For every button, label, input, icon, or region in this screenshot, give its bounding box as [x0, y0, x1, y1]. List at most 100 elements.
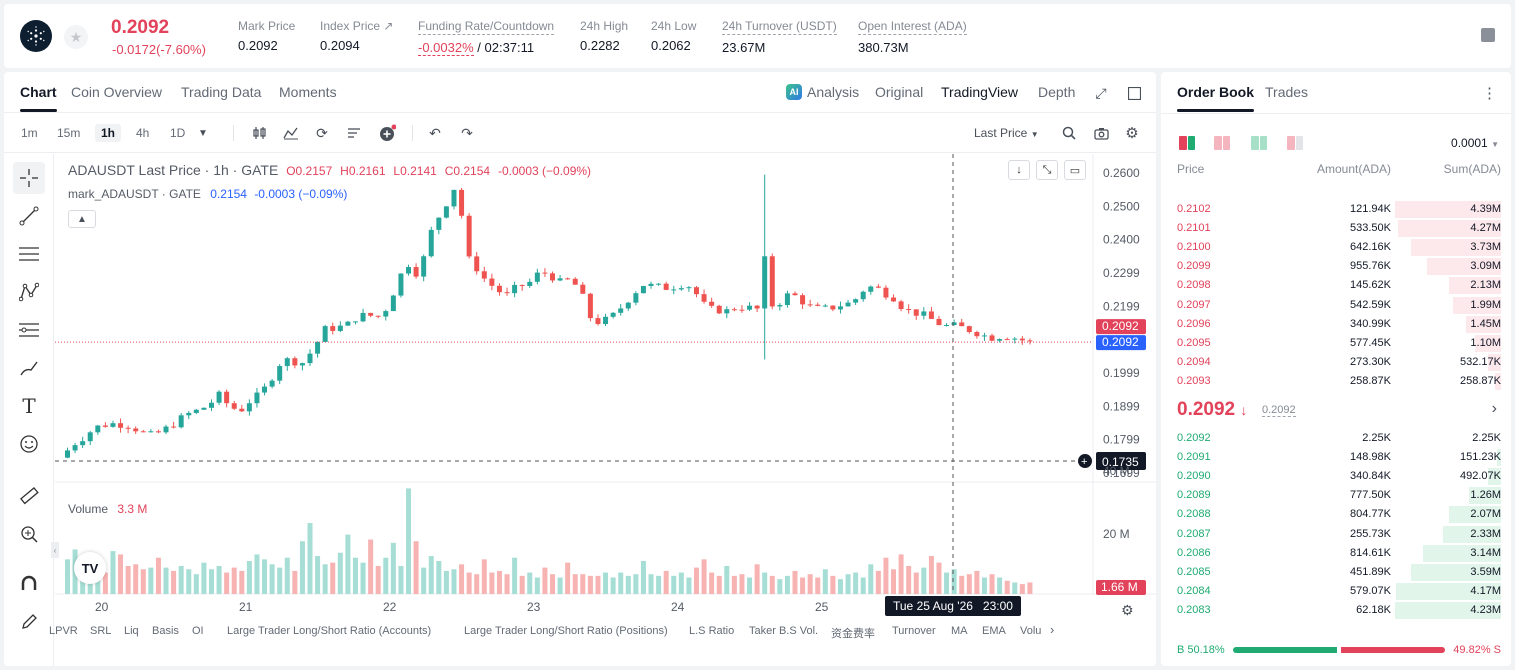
stat-funding-rate[interactable]: Funding Rate/Countdown -0.0032% / 02:37:… — [418, 19, 555, 56]
trend-line-tool-icon[interactable] — [13, 200, 45, 232]
view-analysis[interactable]: Analysis — [807, 84, 860, 100]
bid-row[interactable]: 0.2088 804.77K 2.07M — [1177, 505, 1501, 524]
forecast-tool-icon[interactable] — [13, 314, 45, 346]
price-axis-tick-label: 0.2600 — [1103, 166, 1140, 180]
fib-retracement-tool-icon[interactable] — [13, 238, 45, 270]
mid-chevron-right-icon[interactable]: › — [1491, 400, 1497, 417]
tab-trades[interactable]: Trades — [1265, 84, 1309, 100]
view-asks-only-icon[interactable] — [1287, 136, 1303, 150]
tab-coin-overview[interactable]: Coin Overview — [71, 84, 163, 100]
zoom-in-tool-icon[interactable] — [13, 518, 45, 550]
candle-body — [784, 293, 790, 306]
bid-row[interactable]: 0.2091 148.98K 151.23K — [1177, 448, 1501, 467]
ask-row[interactable]: 0.2098 145.62K 2.13M — [1177, 276, 1501, 295]
templates-icon[interactable] — [345, 124, 363, 142]
bid-row[interactable]: 0.2083 62.18K 4.23M — [1177, 601, 1501, 620]
more-options-icon[interactable]: ⋮ — [1482, 85, 1497, 102]
indicator-turnover[interactable]: Turnover — [892, 625, 936, 637]
indicator-oi[interactable]: OI — [192, 625, 204, 637]
bid-row[interactable]: 0.2085 451.89K 3.59M — [1177, 563, 1501, 582]
indicator-scroll-right-icon[interactable]: › — [1050, 622, 1055, 637]
bid-row[interactable]: 0.2086 814.61K 3.14M — [1177, 544, 1501, 563]
replay-icon[interactable]: ⟳ — [316, 124, 328, 141]
indicator-funding-rate[interactable]: 资金费率 — [831, 627, 875, 640]
tab-order-book[interactable]: Order Book — [1177, 84, 1255, 112]
tab-moments[interactable]: Moments — [279, 84, 337, 100]
ruler-tool-icon[interactable] — [13, 480, 45, 512]
brush-tool-icon[interactable] — [13, 352, 45, 384]
chart-fit-icon[interactable]: ▭ — [1064, 160, 1086, 180]
window-mode-icon[interactable] — [1125, 84, 1143, 102]
favorite-star-icon[interactable]: ★ — [64, 25, 88, 49]
candle-type-icon[interactable] — [251, 124, 269, 142]
indicator-lpvr[interactable]: LPVR — [49, 625, 78, 637]
crosshair-add-order-icon[interactable] — [1078, 454, 1092, 469]
timeframe-1h[interactable]: 1h — [95, 124, 122, 142]
indicator-srl[interactable]: SRL — [90, 625, 112, 637]
fullscreen-expand-icon[interactable]: ⤢ — [1095, 84, 1107, 101]
ask-row[interactable]: 0.2096 340.99K 1.45M — [1177, 315, 1501, 334]
price-source-select[interactable]: Last Price ▼ — [974, 126, 1039, 140]
timeframe-1m[interactable]: 1m — [21, 126, 38, 140]
row-sum: 3.09M — [1470, 260, 1501, 273]
bid-row[interactable]: 0.2089 777.50K 1.26M — [1177, 486, 1501, 505]
magnet-tool-icon[interactable] — [13, 568, 45, 600]
add-alert-icon[interactable] — [378, 124, 396, 142]
view-asks-icon[interactable] — [1214, 136, 1230, 150]
settings-gear-icon[interactable]: ⚙ — [1125, 125, 1139, 142]
redo-icon[interactable]: ↷ — [461, 124, 473, 141]
indicator-basis[interactable]: Basis — [152, 625, 179, 637]
bid-row[interactable]: 0.2087 255.73K 2.33M — [1177, 525, 1501, 544]
view-bids-icon[interactable] — [1251, 136, 1267, 150]
ask-row[interactable]: 0.2094 273.30K 532.17K — [1177, 353, 1501, 372]
stat-index-price[interactable]: Index Price ↗ 0.2094 — [320, 19, 394, 53]
indicator-ls-ratio[interactable]: L.S Ratio — [689, 625, 735, 637]
indicator-volume[interactable]: Volu — [1020, 625, 1042, 637]
camera-icon[interactable] — [1092, 124, 1110, 142]
indicator-taker-bs-vol[interactable]: Taker B.S Vol. — [749, 625, 819, 637]
ask-row[interactable]: 0.2101 533.50K 4.27M — [1177, 219, 1501, 238]
indicator-ma[interactable]: MA — [951, 625, 968, 637]
axis-settings-icon[interactable]: ⚙ — [1121, 603, 1134, 619]
timeframe-15m[interactable]: 15m — [57, 126, 81, 140]
tab-trading-data[interactable]: Trading Data — [181, 84, 262, 100]
timeframe-4h[interactable]: 4h — [136, 126, 150, 140]
tradingview-logo-icon[interactable]: TV — [74, 552, 106, 584]
view-depth[interactable]: Depth — [1038, 84, 1076, 100]
indicators-icon[interactable] — [282, 124, 300, 142]
price-chart[interactable]: 0.2600 0.2500 0.2400 0.2299 0.2199 0.1999 0.18… — [55, 154, 1156, 620]
ask-row[interactable]: 0.2097 542.59K 1.99M — [1177, 296, 1501, 315]
crosshair-tool-icon[interactable] — [13, 162, 45, 194]
chart-download-icon[interactable]: ↓ — [1008, 160, 1030, 180]
bid-row[interactable]: 0.2090 340.84K 492.07K — [1177, 467, 1501, 486]
pattern-tool-icon[interactable] — [13, 276, 45, 308]
emoji-tool-icon[interactable] — [13, 428, 45, 460]
indicator-liq[interactable]: Liq — [124, 625, 139, 637]
indicator-ema[interactable]: EMA — [982, 625, 1006, 637]
pencil-tool-icon[interactable] — [13, 606, 45, 638]
undo-icon[interactable]: ↶ — [429, 124, 441, 141]
view-original[interactable]: Original — [875, 84, 924, 100]
precision-select[interactable]: 0.0001 ▼ — [1451, 136, 1499, 150]
view-both-icon[interactable] — [1179, 136, 1195, 150]
ask-row[interactable]: 0.2093 258.87K 258.87K — [1177, 372, 1501, 391]
indicator-large-trader-accounts[interactable]: Large Trader Long/Short Ratio (Accounts) — [227, 625, 432, 637]
text-tool-icon[interactable]: T — [22, 394, 36, 418]
ask-row[interactable]: 0.2095 577.45K 1.10M — [1177, 334, 1501, 353]
expand-sidebar-chevron-icon[interactable]: ‹ — [51, 542, 59, 558]
chart-collapse-icon[interactable]: ⤡ — [1036, 160, 1058, 180]
volume-bar — [208, 569, 214, 594]
notebook-icon[interactable] — [1481, 28, 1495, 42]
view-tradingview[interactable]: TradingView — [941, 84, 1019, 100]
timeframe-dropdown-chevron-icon[interactable]: ▼ — [198, 127, 208, 139]
tab-chart[interactable]: Chart — [20, 84, 57, 112]
ask-row[interactable]: 0.2099 955.76K 3.09M — [1177, 257, 1501, 276]
legend-collapse-chevron-icon[interactable]: ▲ — [68, 210, 96, 228]
bid-row[interactable]: 0.2084 579.07K 4.17M — [1177, 582, 1501, 601]
timeframe-1d[interactable]: 1D — [170, 126, 186, 140]
ask-row[interactable]: 0.2100 642.16K 3.73M — [1177, 238, 1501, 257]
ask-row[interactable]: 0.2102 121.94K 4.39M — [1177, 200, 1501, 219]
bid-row[interactable]: 0.2092 2.25K 2.25K — [1177, 429, 1501, 448]
indicator-large-trader-positions[interactable]: Large Trader Long/Short Ratio (Positions… — [464, 625, 668, 637]
search-icon[interactable] — [1060, 124, 1078, 142]
